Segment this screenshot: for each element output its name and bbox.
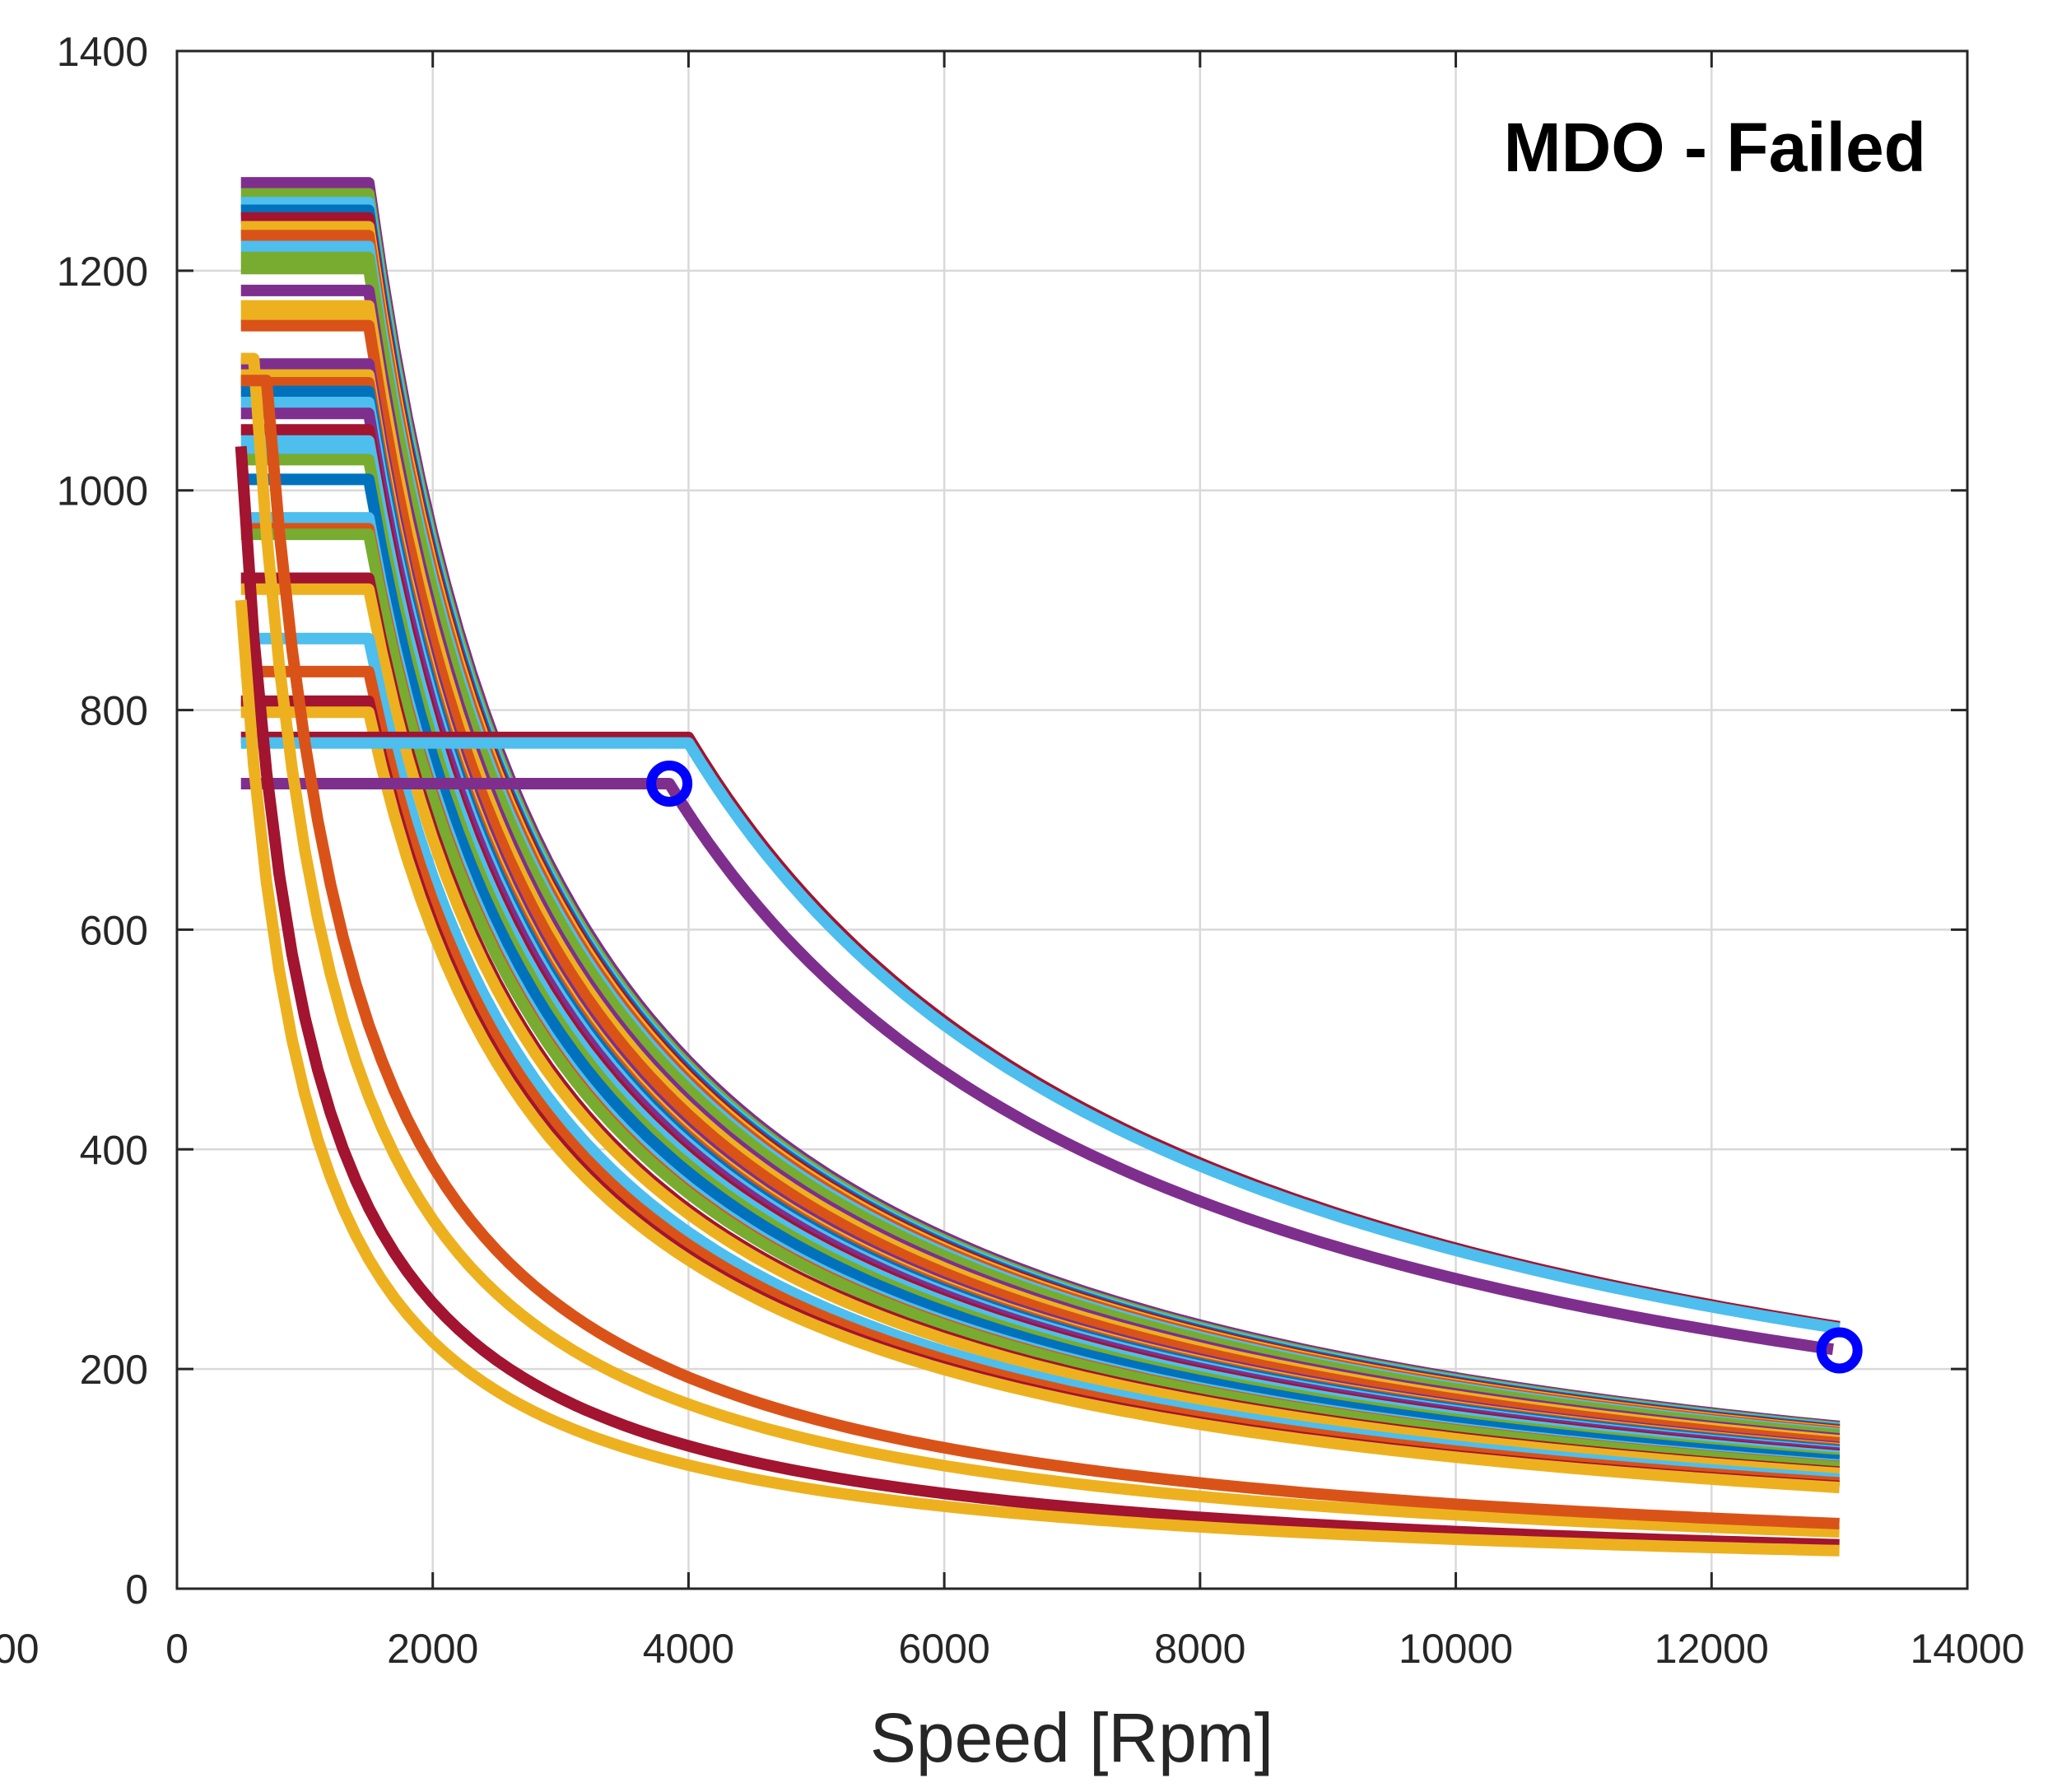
y-tick-label: 1400 [57,29,148,75]
series-line-c36 [240,737,1841,1334]
x-tick-label: 0 [165,1626,189,1672]
x-tick-label: 10000 [1399,1626,1513,1672]
y-tick-label: 0 [125,1566,148,1613]
y-tick-label: 1200 [57,249,148,295]
series-line-c41 [235,599,1840,1557]
chart-annotation: MDO - Failed [1504,109,1926,186]
series-line-c37 [240,778,1834,1356]
x-tick-label: 6000 [899,1626,990,1672]
x-tick-label: 8000 [1154,1626,1245,1672]
series-line-c40 [235,445,1840,1551]
marker-point-2 [1816,1327,1863,1374]
y-tick-label: 1000 [57,468,148,514]
x-tick-label: 14000 [1910,1626,2024,1672]
series-group [235,177,1841,1557]
ticks: 0 2000 4000 6000 8000 10000 12000 14000 0 200 400 6… [57,29,2025,1672]
series-line-c38 [240,352,1840,1538]
y-tick-label: 600 [80,907,148,953]
series-line-c28 [240,528,1841,1473]
y-tick-label: 800 [80,688,148,734]
x-axis-label: Speed [Rpm] [870,1699,1273,1776]
x-tick-label: 2000 [387,1626,478,1672]
marker-point-1 [646,760,693,807]
x-tick-label: 4000 [643,1626,734,1672]
plot-frame [175,49,1969,1590]
clipped-tick-label: 00 [0,1626,40,1672]
y-tick-label: 400 [80,1127,148,1173]
y-tick-label: 200 [80,1347,148,1393]
marker-group [646,760,1863,1374]
series-line-c39 [240,375,1840,1529]
series-line-c34 [240,706,1841,1494]
x-tick-label: 12000 [1655,1626,1769,1672]
series-line-c30 [240,583,1841,1479]
